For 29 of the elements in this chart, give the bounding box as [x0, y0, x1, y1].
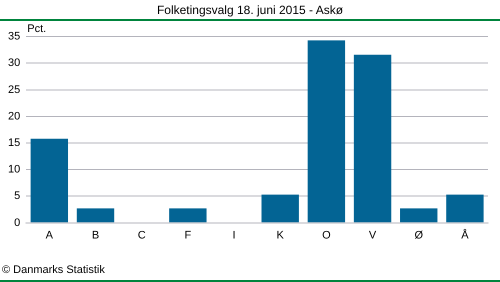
y-tick-label: 15	[8, 137, 20, 150]
bar	[446, 194, 484, 222]
bar	[308, 40, 346, 222]
chart-title: Folketingsvalg 18. juni 2015 - Askø	[0, 0, 500, 21]
y-tick-label: 30	[8, 57, 20, 70]
bar	[400, 208, 438, 222]
bar	[30, 138, 68, 222]
x-tick-label: F	[184, 229, 192, 242]
x-tick-label: K	[276, 229, 285, 242]
x-tick-label: O	[322, 229, 332, 242]
y-tick-label: 25	[8, 84, 20, 96]
bar	[262, 194, 299, 222]
bar	[354, 54, 392, 222]
x-tick-label: Ø	[414, 229, 424, 242]
y-tick-label: 0	[14, 216, 20, 229]
x-tick-label: V	[368, 229, 377, 242]
x-tick-label: A	[46, 229, 54, 242]
x-tick-label: Å	[461, 228, 470, 242]
text: © Danmarks Statistik	[2, 264, 105, 276]
y-axis-title: Pct.	[27, 23, 46, 36]
x-tick-label: C	[138, 229, 146, 242]
x-tick-label: B	[92, 229, 100, 242]
y-tick-label: 10	[8, 164, 20, 176]
bar	[76, 208, 114, 222]
y-tick-label: 35	[8, 30, 20, 43]
y-tick-label: 5	[14, 190, 20, 202]
bar	[169, 208, 207, 222]
x-tick-label: I	[232, 229, 236, 242]
y-tick-label: 20	[8, 110, 20, 122]
